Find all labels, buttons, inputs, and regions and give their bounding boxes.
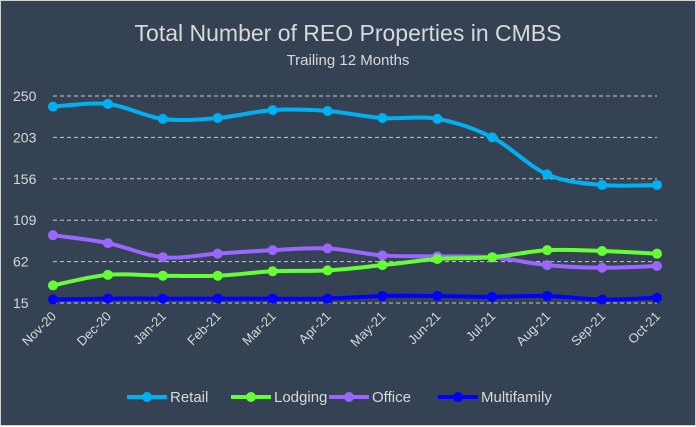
series-lodging (48, 245, 662, 291)
data-point (432, 113, 443, 124)
data-point (652, 179, 662, 190)
data-point (102, 293, 113, 304)
legend-marker (344, 392, 354, 402)
x-tick-label: Jan-21 (130, 309, 169, 348)
data-point (322, 243, 333, 254)
data-point (597, 262, 608, 273)
data-point (102, 238, 113, 249)
data-point (652, 292, 662, 303)
x-tick-label: Aug-21 (513, 309, 553, 349)
x-tick-label: Oct-21 (625, 309, 663, 347)
legend-label: Office (372, 389, 411, 406)
data-point (542, 260, 553, 271)
data-point (267, 105, 278, 116)
chart-title: Total Number of REO Properties in CMBS (135, 20, 562, 46)
data-point (652, 248, 662, 259)
data-point (212, 293, 223, 304)
data-point (48, 230, 58, 241)
legend-marker (453, 392, 463, 402)
data-point (597, 294, 608, 305)
y-tick-label: 203 (13, 129, 37, 145)
data-point (157, 252, 168, 263)
data-point (157, 270, 168, 281)
x-tick-label: Jun-21 (405, 309, 444, 348)
series-multifamily (48, 290, 662, 305)
data-point (542, 169, 553, 180)
data-point (322, 293, 333, 304)
data-point (212, 248, 223, 259)
y-tick-label: 62 (13, 254, 29, 270)
legend-label: Lodging (274, 389, 327, 406)
chart-subtitle: Trailing 12 Months (287, 52, 410, 69)
legend-item-multifamily: Multifamily (438, 389, 552, 406)
legend-marker (142, 392, 152, 402)
legend-item-lodging: Lodging (231, 389, 327, 406)
x-tick-label: Jul-21 (463, 309, 499, 345)
x-tick-label: Nov-20 (19, 309, 59, 349)
series-office (48, 230, 662, 273)
data-point (487, 252, 498, 263)
data-point (377, 290, 388, 301)
x-tick-label: Mar-21 (239, 309, 279, 349)
series-line (52, 293, 658, 302)
legend-label: Retail (170, 389, 208, 406)
data-point (652, 261, 662, 272)
data-point (487, 291, 498, 302)
data-point (597, 246, 608, 257)
data-point (157, 293, 168, 304)
data-point (48, 101, 58, 112)
data-point (322, 265, 333, 276)
data-point (48, 280, 58, 291)
data-point (267, 266, 278, 277)
y-tick-label: 15 (13, 295, 29, 311)
legend-item-office: Office (329, 389, 411, 406)
data-point (102, 98, 113, 109)
data-point (102, 269, 113, 280)
data-point (487, 132, 498, 143)
data-point (432, 290, 443, 301)
data-point (212, 113, 223, 124)
data-point (377, 113, 388, 124)
y-tick-label: 109 (13, 212, 37, 228)
legend-item-retail: Retail (127, 389, 208, 406)
y-tick-label: 250 (13, 88, 37, 104)
data-point (377, 250, 388, 261)
data-point (267, 293, 278, 304)
x-tick-label: May-21 (347, 309, 388, 350)
x-tick-label: Feb-21 (184, 309, 224, 349)
data-point (48, 294, 58, 305)
series-retail (48, 98, 662, 190)
x-tick-label: Dec-20 (74, 309, 114, 349)
data-point (432, 253, 443, 264)
data-point (322, 105, 333, 116)
data-point (542, 245, 553, 256)
data-point (212, 270, 223, 281)
legend-label: Multifamily (481, 389, 552, 406)
data-point (542, 290, 553, 301)
y-tick-label: 156 (13, 171, 37, 187)
data-point (157, 113, 168, 124)
x-tick-label: Apr-21 (295, 309, 333, 347)
legend-marker (246, 392, 256, 402)
data-point (267, 245, 278, 256)
data-point (597, 179, 608, 190)
series-line (52, 101, 658, 188)
x-tick-label: Sep-21 (568, 309, 608, 349)
data-point (377, 260, 388, 271)
